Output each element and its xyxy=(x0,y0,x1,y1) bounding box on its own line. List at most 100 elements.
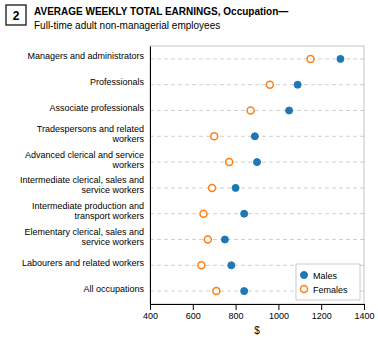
dot xyxy=(337,55,344,62)
x-tick-mark xyxy=(278,304,279,310)
y-tick-label: All occupations xyxy=(83,284,144,294)
dot xyxy=(221,236,228,243)
x-axis: 400 600 800 1000 1200 1400 xyxy=(143,304,375,321)
y-tick-label-line: Intermediate clerical, sales and xyxy=(20,175,144,185)
x-tick: 1400 xyxy=(354,304,374,321)
grid-line xyxy=(150,84,364,85)
y-tick: Advanced clerical and serviceworkers xyxy=(25,150,150,170)
plot: 400 600 800 1000 1200 1400 $ Managers and admin… xyxy=(20,46,375,336)
x-tick: 400 xyxy=(143,304,158,321)
x-tick-label: 600 xyxy=(186,311,201,321)
y-tick: Elementary clerical, sales andservice wo… xyxy=(24,227,150,247)
dot xyxy=(266,81,273,88)
x-axis-line xyxy=(151,305,365,311)
title: AVERAGE WEEKLY TOTAL EARNINGS, Occupatio… xyxy=(34,6,288,17)
y-tick-label: Labourers and related workers xyxy=(22,258,145,268)
y-tick-label: Managers and administrators xyxy=(27,51,144,61)
y-tick: Labourers and related workers xyxy=(22,258,150,268)
dot xyxy=(307,55,314,62)
y-tick: Professionals xyxy=(90,77,150,87)
badge-box xyxy=(6,5,26,25)
x-tick-label: 1400 xyxy=(354,311,374,321)
y-tick-label: Tradespersons and relatedworkers xyxy=(37,124,145,144)
y-tick-label-line: service workers xyxy=(81,237,144,247)
legend: Males Females xyxy=(296,264,360,300)
grid-line xyxy=(150,239,364,240)
dot xyxy=(200,210,207,217)
legend-item: Males xyxy=(301,271,338,281)
y-tick-label-line: Managers and administrators xyxy=(27,51,144,61)
series xyxy=(221,55,344,294)
x-tick-label: 400 xyxy=(143,311,158,321)
x-tick-label: 1000 xyxy=(269,311,289,321)
x-tick-label: 1200 xyxy=(312,311,332,321)
x-tick: 1000 xyxy=(269,304,289,321)
legend-item: Females xyxy=(301,285,349,295)
legend-symbol xyxy=(301,286,308,293)
grid-line xyxy=(150,213,364,214)
y-tick-label-line: All occupations xyxy=(83,284,144,294)
y-tick-label-line: workers xyxy=(111,160,144,170)
dot xyxy=(241,288,248,295)
y-tick-label: Advanced clerical and serviceworkers xyxy=(25,150,145,170)
x-tick: 1200 xyxy=(312,304,332,321)
y-tick-label-line: Professionals xyxy=(90,77,145,87)
y-tick-label-line: transport workers xyxy=(74,211,144,221)
grid-line xyxy=(150,58,364,59)
y-tick: Intermediate clerical, sales andservice … xyxy=(20,175,150,195)
legend-symbol xyxy=(301,272,308,279)
y-tick-label: Intermediate production andtransport wor… xyxy=(32,201,145,221)
dot xyxy=(251,133,258,140)
y-tick-label-line: Intermediate production and xyxy=(32,201,144,211)
dot xyxy=(247,107,254,114)
dot xyxy=(286,107,293,114)
dot xyxy=(213,288,220,295)
y-tick-label-line: Advanced clerical and service xyxy=(25,150,144,160)
y-tick: Intermediate production andtransport wor… xyxy=(32,201,150,221)
x-tick-mark xyxy=(364,304,365,310)
y-tick-label: Elementary clerical, sales andservice wo… xyxy=(24,227,144,247)
x-axis-title: $ xyxy=(254,325,260,336)
y-tick-label-line: Associate professionals xyxy=(49,103,144,113)
x-tick-label: 800 xyxy=(229,311,244,321)
dot xyxy=(211,133,218,140)
badge-text: 2 xyxy=(13,9,20,23)
x-tick-mark xyxy=(193,304,194,310)
subtitle: Full-time adult non-managerial employees xyxy=(34,20,220,31)
y-tick-label-line: workers xyxy=(111,134,144,144)
y-axis-line xyxy=(150,47,151,305)
marks xyxy=(198,55,344,294)
y-tick-label-line: Elementary clerical, sales and xyxy=(24,227,144,237)
dot xyxy=(241,210,248,217)
dot xyxy=(254,159,261,166)
dot xyxy=(198,262,205,269)
x-tick-mark xyxy=(321,304,322,310)
legend-label: Males xyxy=(313,271,338,281)
series xyxy=(198,55,314,294)
dot xyxy=(209,184,216,191)
y-tick-label-line: service workers xyxy=(81,185,144,195)
y-tick-label: Associate professionals xyxy=(49,103,144,113)
chart: 2 AVERAGE WEEKLY TOTAL EARNINGS, Occupati… xyxy=(0,0,378,340)
y-tick: Tradespersons and relatedworkers xyxy=(37,124,150,144)
legend-box xyxy=(296,264,360,300)
y-tick-label-line: Labourers and related workers xyxy=(22,258,145,268)
grid-line xyxy=(150,110,364,111)
y-tick: All occupations xyxy=(83,284,150,294)
grid xyxy=(150,59,364,291)
legend-label: Females xyxy=(313,285,348,295)
y-tick-label: Professionals xyxy=(90,77,145,87)
dot xyxy=(294,81,301,88)
dot xyxy=(228,262,235,269)
y-axis: Managers and administrators Professionals… xyxy=(20,47,151,305)
badge: 2 xyxy=(6,5,26,25)
y-tick: Managers and administrators xyxy=(27,51,150,61)
x-tick-mark xyxy=(236,304,237,310)
dot xyxy=(226,159,233,166)
grid-line xyxy=(150,187,364,188)
plot-frame xyxy=(150,46,364,304)
x-tick-mark xyxy=(150,304,151,310)
dot xyxy=(204,236,211,243)
dot xyxy=(232,184,239,191)
x-tick: 600 xyxy=(186,304,201,321)
